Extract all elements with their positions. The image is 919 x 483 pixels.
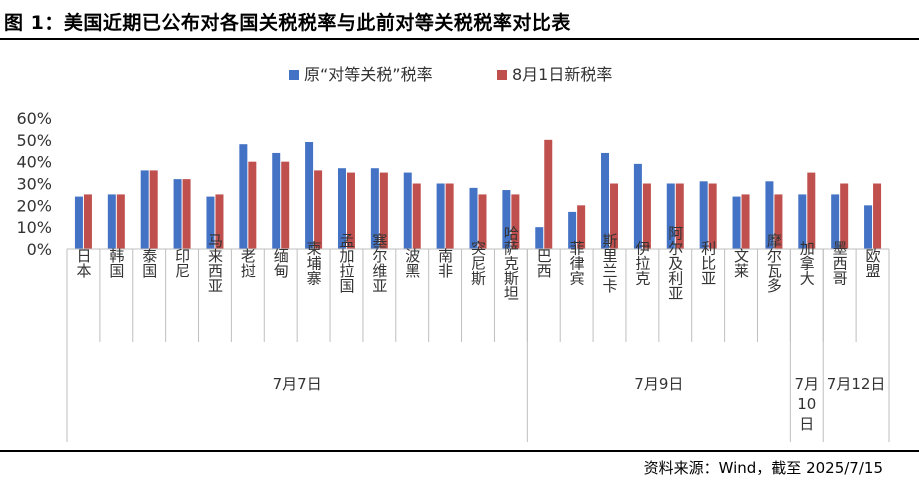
bar-2: [807, 172, 816, 249]
bar-2: [215, 194, 224, 249]
bar-1: [732, 196, 741, 249]
category-label: 波黑: [403, 248, 421, 278]
bar-2: [83, 194, 92, 249]
category-label: 文莱: [732, 248, 750, 278]
category-label: 哈萨克斯坦: [502, 226, 520, 301]
category-label: 墨西哥: [831, 241, 849, 286]
group-label: 7月9日: [634, 375, 683, 393]
group-label: 7月7日: [273, 375, 322, 393]
bar-2: [281, 161, 290, 249]
bar-2: [149, 170, 158, 249]
bar-1: [74, 196, 83, 249]
bar-2: [873, 183, 882, 249]
category-label: 摩尔瓦多: [765, 232, 783, 293]
legend-swatch-1: [289, 70, 299, 80]
bar-1: [666, 183, 675, 249]
y-tick-label: 30%: [16, 175, 52, 194]
category-label: 泰国: [140, 248, 158, 278]
legend-label-2: 8月1日新税率: [512, 65, 612, 84]
category-label: 欧盟: [864, 248, 882, 278]
bar-2: [642, 183, 651, 249]
y-tick-label: 60%: [16, 109, 52, 128]
bar-2: [774, 194, 783, 249]
bar-2: [741, 194, 750, 249]
group-axis: 7月7日 7月9日 7月 10 日 7月12日: [66, 249, 890, 442]
bar-1: [436, 183, 445, 249]
bar-1: [140, 170, 149, 249]
bar-1: [798, 194, 807, 249]
bar-2: [346, 172, 355, 249]
category-label: 老挝: [239, 248, 257, 278]
bar-1: [831, 194, 840, 249]
y-tick-label: 40%: [16, 153, 52, 172]
chart-title: 图 1：美国近期已公布对各国关税税率与此前对等关税税率对比表: [4, 12, 571, 34]
bar-2: [445, 183, 454, 249]
bars: [74, 139, 882, 249]
bar-1: [239, 144, 248, 249]
bar-2: [248, 161, 257, 249]
bar-1: [535, 227, 544, 249]
bar-1: [107, 194, 116, 249]
group-label: 7月 10 日: [795, 375, 820, 433]
group-label: 7月12日: [827, 375, 886, 393]
category-label: 塞尔维亚: [370, 232, 388, 293]
bar-1: [765, 181, 774, 249]
category-label: 阿尔及利亚: [666, 226, 684, 301]
bar-2: [379, 172, 388, 249]
bar-2: [478, 194, 487, 249]
legend-swatch-2: [497, 70, 507, 80]
category-label: 韩国: [107, 248, 125, 278]
legend-label-1: 原“对等关税”税率: [304, 65, 433, 84]
bar-2: [708, 183, 717, 249]
category-label: 马来西亚: [206, 233, 224, 293]
bar-1: [502, 190, 511, 249]
bar-1: [864, 205, 873, 249]
category-label: 菲律宾: [568, 241, 586, 286]
bar-2: [116, 194, 125, 249]
category-label: 斯里兰卡: [601, 233, 619, 293]
title-bar: 图 1：美国近期已公布对各国关税税率与此前对等关税税率对比表: [0, 0, 919, 40]
bar-1: [337, 168, 346, 249]
bar-2: [610, 183, 619, 249]
category-label: 孟加拉国: [337, 233, 355, 293]
category-label: 印尼: [173, 248, 191, 278]
y-tick-label: 0%: [27, 240, 52, 259]
bar-1: [568, 211, 577, 249]
bar-2: [675, 183, 684, 249]
bar-1: [370, 168, 379, 249]
category-label: 利比亚: [699, 241, 717, 286]
category-label: 伊拉克: [633, 241, 651, 287]
bar-2: [412, 183, 421, 249]
y-axis: 0% 10% 20% 30% 40% 50% 60%: [16, 109, 52, 259]
legend: 原“对等关税”税率 8月1日新税率: [289, 65, 612, 84]
bar-1: [173, 179, 182, 249]
bar-2: [840, 183, 849, 249]
y-tick-label: 10%: [16, 218, 52, 237]
bar-2: [511, 194, 520, 249]
y-tick-label: 50%: [16, 131, 52, 150]
y-tick-label: 20%: [16, 196, 52, 215]
bar-2: [182, 179, 191, 249]
category-label: 加拿大: [798, 241, 816, 286]
bar-1: [699, 181, 708, 249]
bar-1: [469, 187, 478, 249]
bar-1: [206, 196, 215, 249]
bar-1: [601, 152, 610, 249]
bar-1: [272, 152, 281, 249]
category-label: 柬埔寨: [305, 241, 323, 286]
category-label: 巴西: [535, 248, 553, 278]
category-label: 日本: [74, 248, 92, 278]
tariff-bar-chart: 原“对等关税”税率 8月1日新税率 0% 10% 20% 30% 40% 50% 60% 日本…: [16, 65, 890, 442]
source-note: 资料来源：Wind，截至 2025/7/15: [643, 459, 883, 477]
bar-1: [633, 163, 642, 249]
bar-2: [577, 205, 586, 249]
bar-1: [403, 172, 412, 249]
category-label: 突尼斯: [469, 241, 487, 287]
footer-rule: [0, 450, 919, 452]
bar-2: [314, 170, 323, 249]
bar-2: [544, 139, 553, 249]
bar-1: [305, 142, 314, 249]
category-label: 南非: [436, 248, 454, 278]
category-label: 缅甸: [272, 248, 290, 279]
